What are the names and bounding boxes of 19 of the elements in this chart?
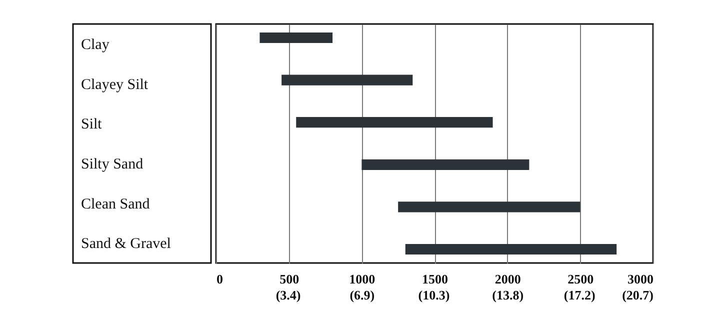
y-tick-label: Sand & Gravel <box>81 236 171 252</box>
x-tick-label: 500 <box>280 272 300 286</box>
y-tick-label: Silt <box>81 116 103 133</box>
x-tick-label: 2500 <box>568 272 594 286</box>
x-tick-label: 0 <box>216 272 223 286</box>
x2-tick-label: (3.4) <box>276 288 301 302</box>
x-tick-label: 3000 <box>628 272 654 286</box>
x2-tick-label: (6.9) <box>350 288 375 302</box>
x-tick-label: 1000 <box>349 272 376 286</box>
y-tick-label: Silty Sand <box>81 156 144 172</box>
x2-tick-label: (20.7) <box>622 288 654 302</box>
y-tick-label: Clean Sand <box>81 196 150 212</box>
x-tick-label: 1500 <box>422 272 448 286</box>
x2-tick-label: (17.2) <box>564 288 596 302</box>
y-tick-label: Clayey Silt <box>81 76 149 93</box>
x2-tick-label: (10.3) <box>418 288 450 302</box>
y-tick-label: Clay <box>81 36 110 53</box>
x-tick-label: 2000 <box>494 272 521 286</box>
x2-tick-label: (13.8) <box>492 288 524 302</box>
